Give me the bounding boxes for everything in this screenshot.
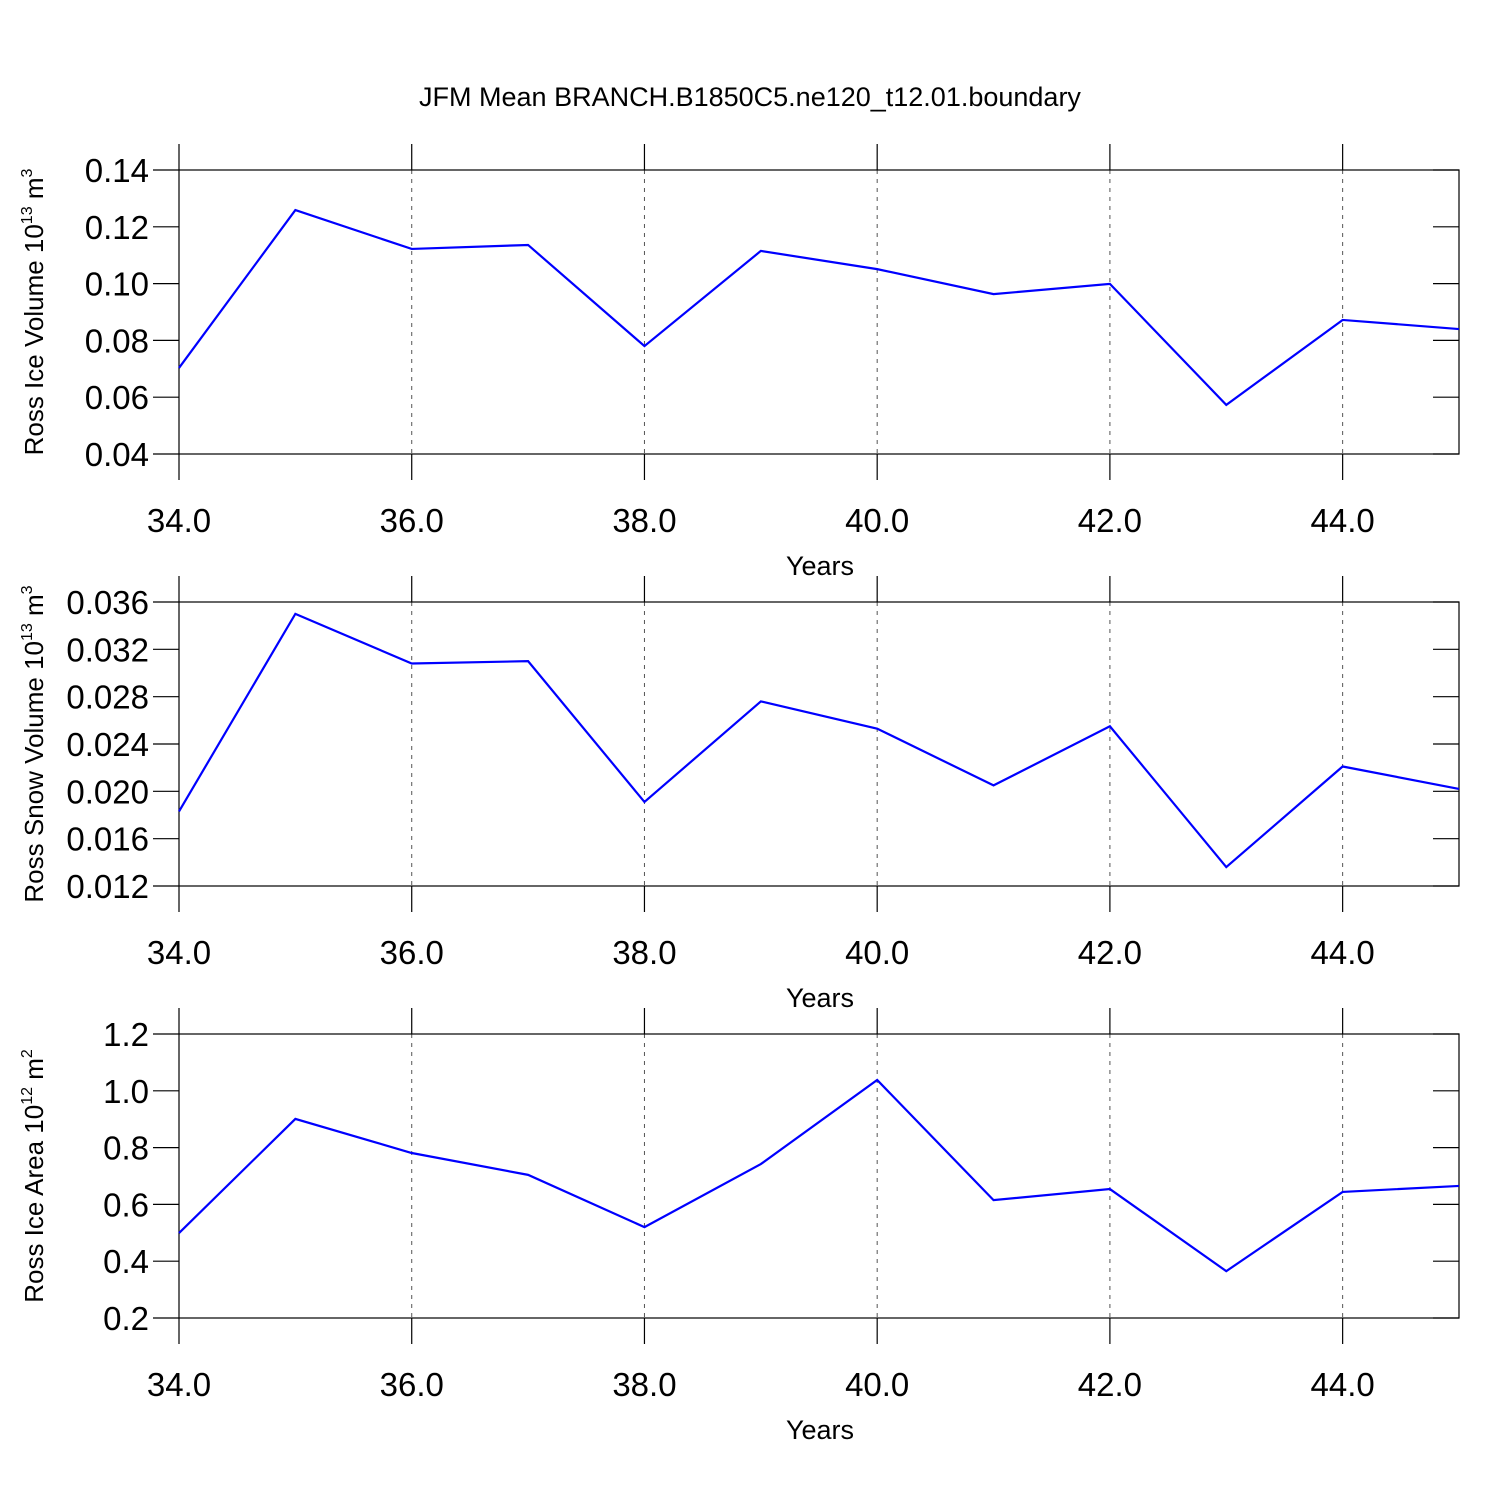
x-tick-label: 40.0	[845, 502, 909, 539]
plot-frame	[178, 601, 1460, 887]
y-axis-label-part: Ross Snow Volume 10	[19, 641, 49, 903]
x-tick-label: 36.0	[380, 934, 444, 971]
y-tick-label: 0.020	[66, 773, 149, 810]
x-axis-label: Years	[786, 551, 854, 581]
y-axis-label: Ross Ice Area 1012 m2	[19, 1049, 49, 1303]
y-axis-label-exponent: 3	[19, 168, 36, 177]
x-tick-label: 34.0	[147, 502, 211, 539]
y-tick-label: 1.2	[103, 1016, 149, 1053]
y-tick-label: 0.2	[103, 1300, 149, 1337]
y-tick-label: 0.8	[103, 1130, 149, 1167]
y-axis-label: Ross Snow Volume 1013 m3	[19, 585, 49, 902]
x-tick-label: 40.0	[845, 934, 909, 971]
y-axis-label-exponent: 13	[19, 206, 36, 224]
x-tick-label: 44.0	[1311, 502, 1375, 539]
data-line	[178, 612, 1460, 869]
y-tick-label: 0.04	[85, 436, 149, 473]
x-axis-label: Years	[786, 1415, 854, 1445]
x-tick-label: 44.0	[1311, 1366, 1375, 1403]
x-tick-label: 34.0	[147, 934, 211, 971]
y-tick-label: 1.0	[103, 1073, 149, 1110]
y-tick-label: 0.4	[103, 1243, 149, 1280]
data-line	[178, 208, 1460, 407]
x-tick-label: 42.0	[1078, 1366, 1142, 1403]
x-tick-label: 36.0	[380, 1366, 444, 1403]
x-tick-label: 42.0	[1078, 502, 1142, 539]
data-line	[178, 1078, 1460, 1273]
x-tick-label: 36.0	[380, 502, 444, 539]
x-tick-label: 44.0	[1311, 934, 1375, 971]
y-axis-label-exponent: 3	[19, 585, 36, 594]
y-tick-label: 0.028	[66, 679, 149, 716]
x-tick-label: 34.0	[147, 1366, 211, 1403]
y-axis-label: Ross Ice Volume 1013 m3	[19, 168, 49, 455]
x-tick-label: 38.0	[612, 1366, 676, 1403]
plot-frame	[178, 169, 1460, 455]
y-tick-label: 0.14	[85, 152, 149, 189]
y-tick-label: 0.08	[85, 322, 149, 359]
y-axis-label-part: m	[19, 594, 49, 623]
y-tick-label: 0.032	[66, 631, 149, 668]
y-axis-label-exponent: 13	[19, 623, 36, 641]
y-axis-label-part: m	[19, 1058, 49, 1087]
y-tick-label: 0.6	[103, 1186, 149, 1223]
y-tick-label: 0.06	[85, 379, 149, 416]
x-tick-label: 42.0	[1078, 934, 1142, 971]
y-tick-label: 0.012	[66, 868, 149, 905]
x-tick-label: 38.0	[612, 934, 676, 971]
plot-frame	[178, 1033, 1460, 1319]
y-axis-label-exponent: 12	[19, 1087, 36, 1105]
y-tick-label: 0.016	[66, 821, 149, 858]
y-tick-label: 0.12	[85, 209, 149, 246]
y-tick-label: 0.10	[85, 266, 149, 303]
y-tick-label: 0.024	[66, 726, 149, 763]
x-tick-label: 40.0	[845, 1366, 909, 1403]
y-axis-label-part: Ross Ice Volume 10	[19, 224, 49, 455]
figure-title: JFM Mean BRANCH.B1850C5.ne120_t12.01.bou…	[419, 82, 1081, 112]
x-tick-label: 38.0	[612, 502, 676, 539]
y-tick-label: 0.036	[66, 584, 149, 621]
x-axis-label: Years	[786, 983, 854, 1013]
y-axis-label-part: m	[19, 177, 49, 206]
y-axis-label-exponent: 2	[19, 1049, 36, 1058]
y-axis-label-part: Ross Ice Area 10	[19, 1105, 49, 1303]
